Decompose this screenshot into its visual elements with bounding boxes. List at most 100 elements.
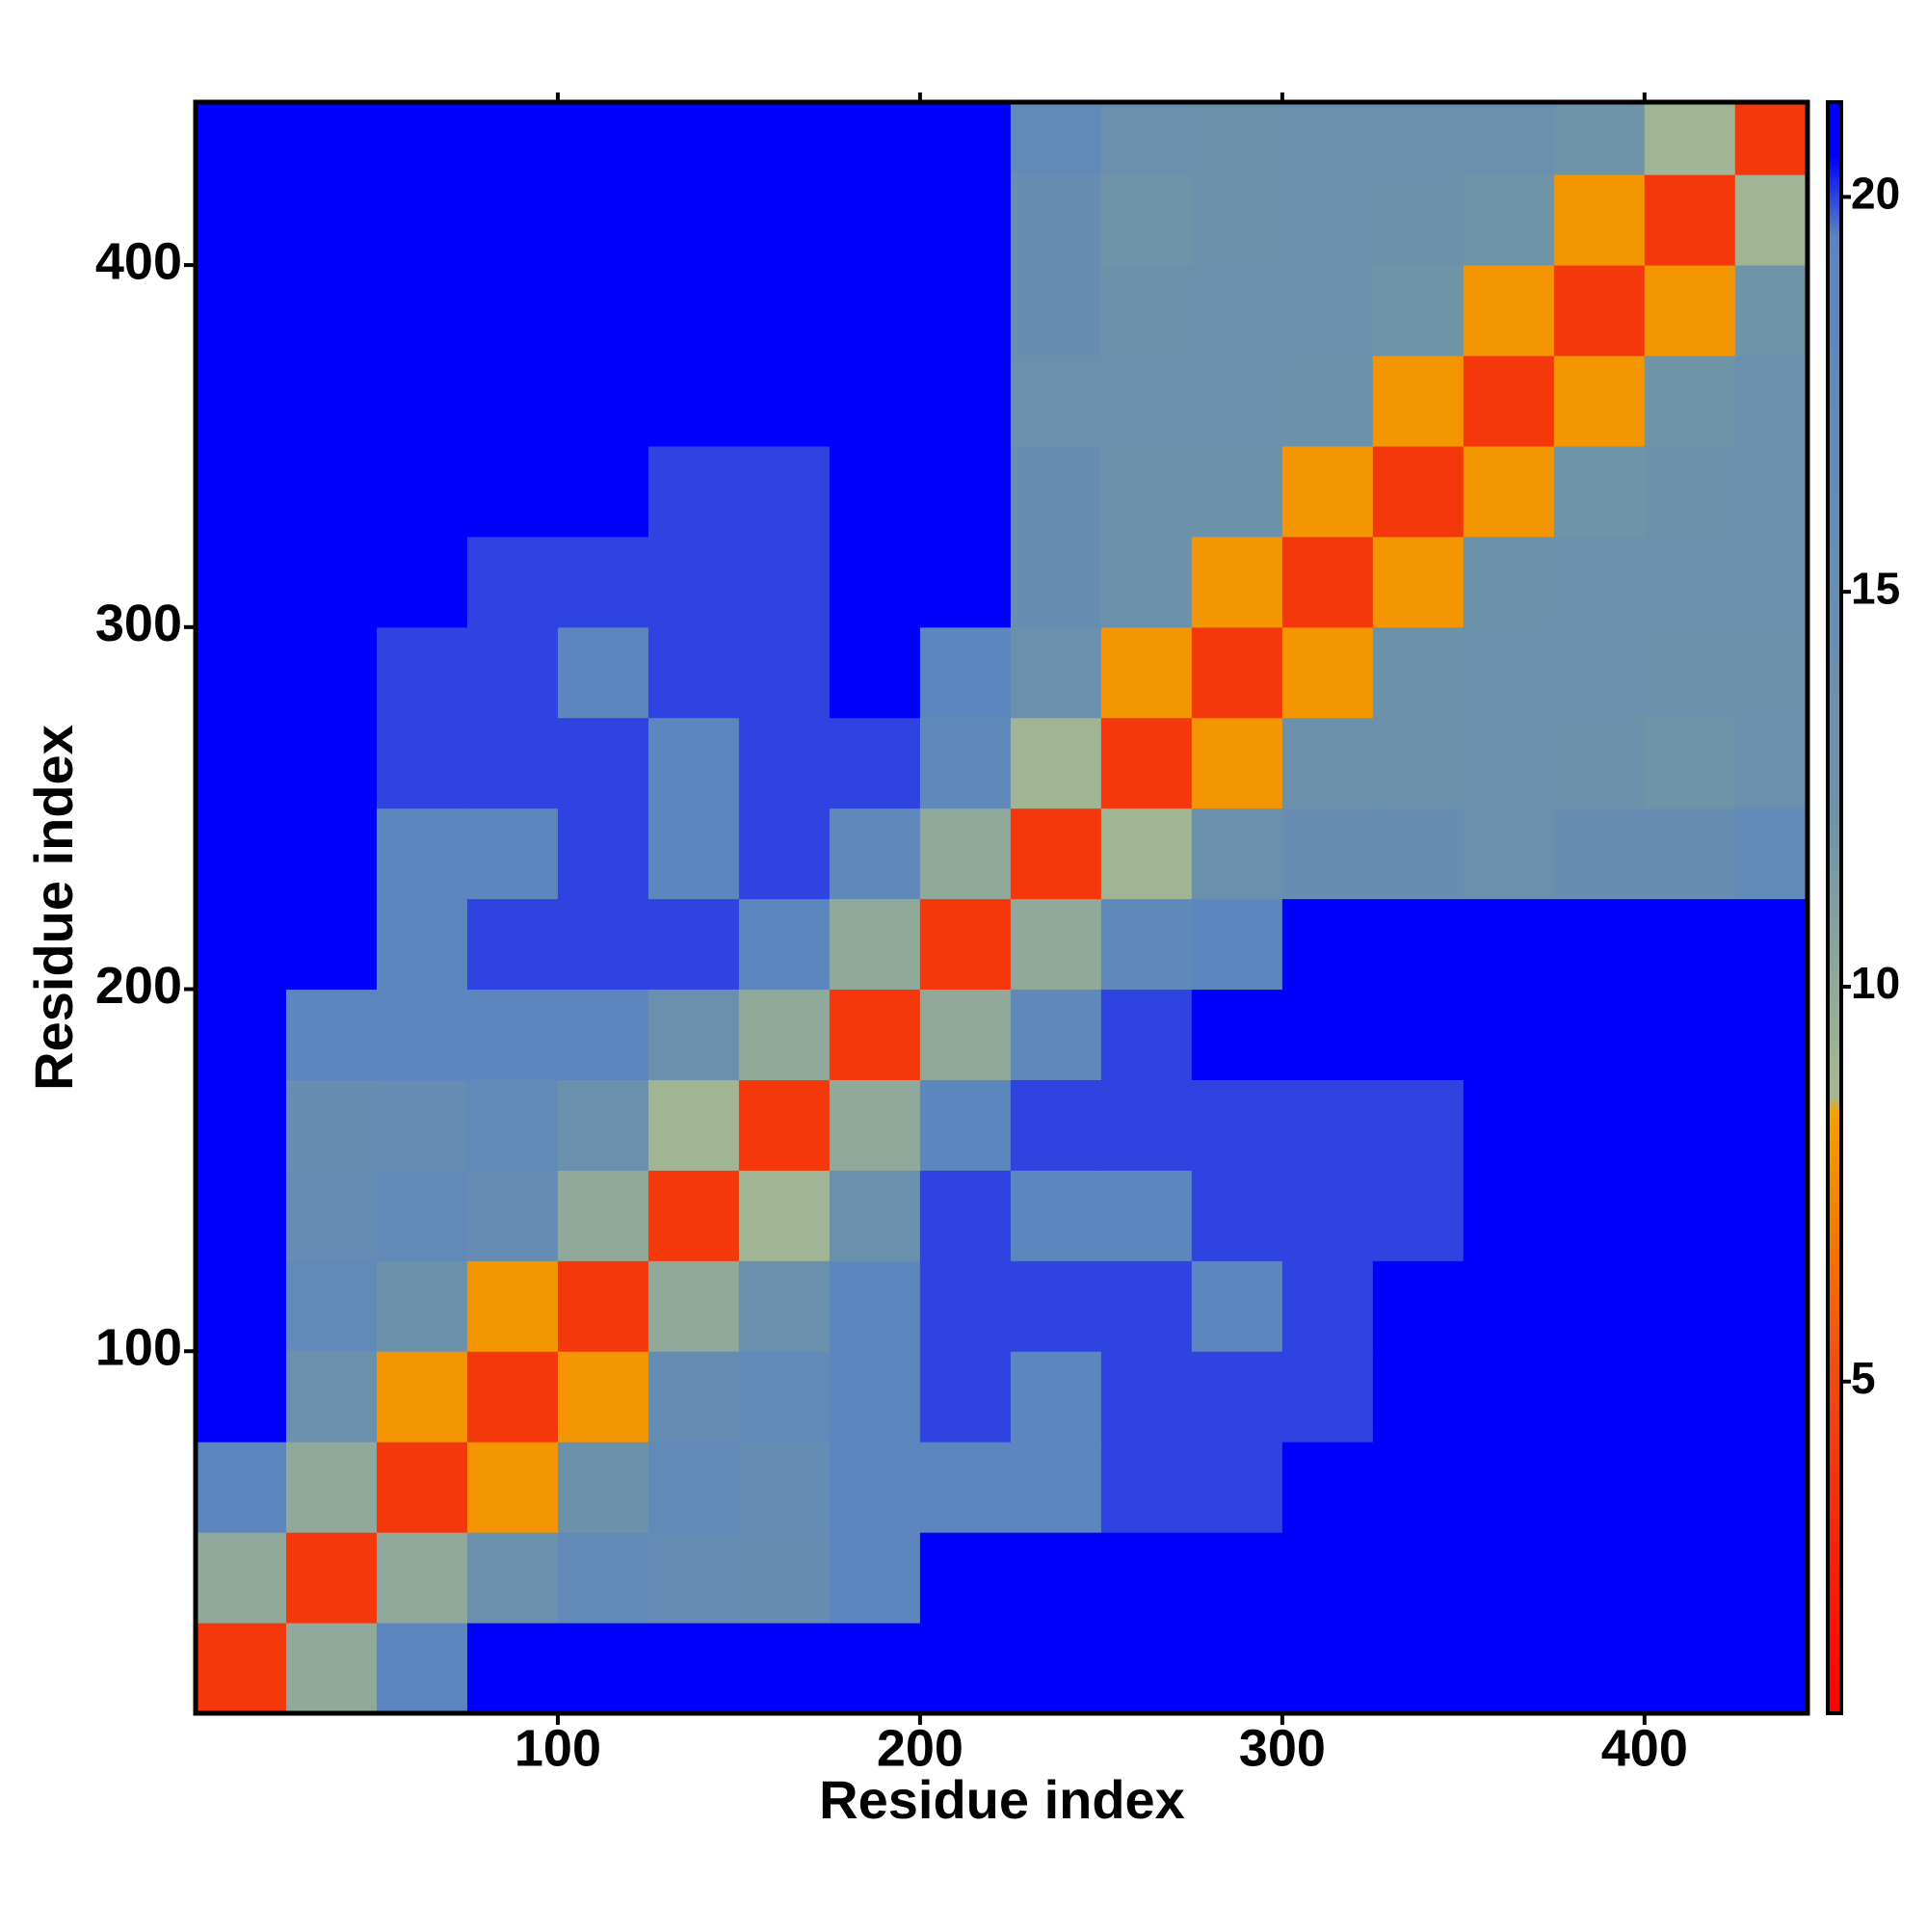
heatmap-cell	[1191, 626, 1283, 719]
heatmap-cell	[919, 265, 1012, 357]
heatmap-cell	[1644, 898, 1736, 991]
heatmap-cell	[557, 174, 649, 266]
heatmap-cell	[1734, 717, 1808, 809]
y-tick-label: 100	[95, 1319, 182, 1377]
heatmap-cell	[829, 1623, 921, 1714]
heatmap-cell	[647, 898, 740, 991]
heatmap-cell	[1191, 1260, 1283, 1352]
heatmap-cell	[557, 989, 649, 1080]
heatmap-cell	[557, 1442, 649, 1533]
heatmap-cell	[829, 1260, 921, 1352]
heatmap-cell	[466, 265, 559, 357]
heatmap-cell	[557, 626, 649, 719]
heatmap-cell	[466, 174, 559, 266]
heatmap-cell	[1281, 898, 1374, 991]
heatmap-cell	[738, 1170, 831, 1261]
heatmap-cell	[1100, 898, 1193, 991]
heatmap-cell	[196, 898, 287, 991]
heatmap-cell	[1644, 626, 1736, 719]
heatmap-cell	[829, 1532, 921, 1624]
heatmap-cell	[1372, 174, 1465, 266]
heatmap-cell	[1734, 1170, 1808, 1261]
colorbar	[1826, 100, 1843, 1715]
heatmap-cell	[1553, 989, 1646, 1080]
heatmap-cell	[1463, 1170, 1555, 1261]
heatmap	[196, 102, 1808, 1714]
heatmap-cell	[1100, 717, 1193, 809]
heatmap-cell	[1281, 1351, 1374, 1442]
heatmap-cell	[1010, 626, 1102, 719]
heatmap-cell	[1372, 989, 1465, 1080]
y-tick-label: 400	[95, 232, 182, 290]
heatmap-cell	[1553, 102, 1646, 175]
heatmap-cell	[1553, 1079, 1646, 1171]
heatmap-cell	[1644, 174, 1736, 266]
heatmap-cell	[1372, 265, 1465, 357]
heatmap-cell	[1191, 265, 1283, 357]
heatmap-cell	[1010, 536, 1102, 628]
heatmap-cell	[1281, 265, 1374, 357]
heatmap-cell	[557, 1079, 649, 1171]
heatmap-cell	[1100, 989, 1193, 1080]
heatmap-cell	[1100, 1623, 1193, 1714]
heatmap-cell	[1010, 174, 1102, 266]
heatmap-cell	[1191, 1532, 1283, 1624]
heatmap-cell	[1191, 1170, 1283, 1261]
heatmap-cell	[1463, 898, 1555, 991]
colorbar-tick-label: 5	[1851, 1353, 1876, 1403]
heatmap-cell	[829, 445, 921, 538]
heatmap-cell	[376, 1079, 468, 1171]
heatmap-cell	[285, 717, 378, 809]
heatmap-cell	[1281, 717, 1374, 809]
heatmap-cell	[196, 807, 287, 900]
heatmap-cell	[829, 989, 921, 1080]
heatmap-cell	[1463, 102, 1555, 175]
heatmap-cell	[466, 1442, 559, 1533]
heatmap-cell	[285, 626, 378, 719]
heatmap-cell	[919, 898, 1012, 991]
heatmap-cell	[919, 1079, 1012, 1171]
x-tick-label: 100	[515, 1719, 601, 1777]
heatmap-cell	[1191, 102, 1283, 175]
heatmap-cell	[376, 102, 468, 175]
heatmap-cell	[1644, 1623, 1736, 1714]
heatmap-cell	[738, 626, 831, 719]
heatmap-cell	[829, 356, 921, 447]
heatmap-cell	[466, 445, 559, 538]
heatmap-cell	[829, 807, 921, 900]
heatmap-cell	[647, 1170, 740, 1261]
heatmap-cell	[1281, 1442, 1374, 1533]
heatmap-cell	[1100, 445, 1193, 538]
heatmap-cell	[196, 1442, 287, 1533]
heatmap-cell	[1372, 626, 1465, 719]
heatmap-cell	[919, 1532, 1012, 1624]
heatmap-cell	[285, 807, 378, 900]
heatmap-cell	[196, 1260, 287, 1352]
heatmap-cell	[466, 1170, 559, 1261]
heatmap-cell	[1463, 265, 1555, 357]
heatmap-cell	[1644, 1170, 1736, 1261]
x-axis-title: Residue index	[819, 1769, 1185, 1830]
heatmap-cell	[1463, 445, 1555, 538]
heatmap-cell	[1191, 989, 1283, 1080]
colorbar-tick-label: 15	[1851, 563, 1900, 613]
heatmap-cell	[1010, 717, 1102, 809]
heatmap-cell	[647, 717, 740, 809]
heatmap-cell	[557, 1170, 649, 1261]
heatmap-cell	[376, 445, 468, 538]
heatmap-cell	[466, 1351, 559, 1442]
heatmap-cell	[919, 989, 1012, 1080]
heatmap-cell	[1372, 536, 1465, 628]
heatmap-cell	[285, 356, 378, 447]
heatmap-cell	[1372, 445, 1465, 538]
heatmap-cell	[376, 717, 468, 809]
heatmap-cell	[1644, 1260, 1736, 1352]
heatmap-cell	[1463, 356, 1555, 447]
heatmap-cell	[1734, 174, 1808, 266]
heatmap-cell	[1191, 445, 1283, 538]
heatmap-cell	[376, 989, 468, 1080]
heatmap-cell	[1644, 356, 1736, 447]
heatmap-cell	[1281, 1260, 1374, 1352]
heatmap-cell	[919, 536, 1012, 628]
heatmap-cell	[647, 1079, 740, 1171]
